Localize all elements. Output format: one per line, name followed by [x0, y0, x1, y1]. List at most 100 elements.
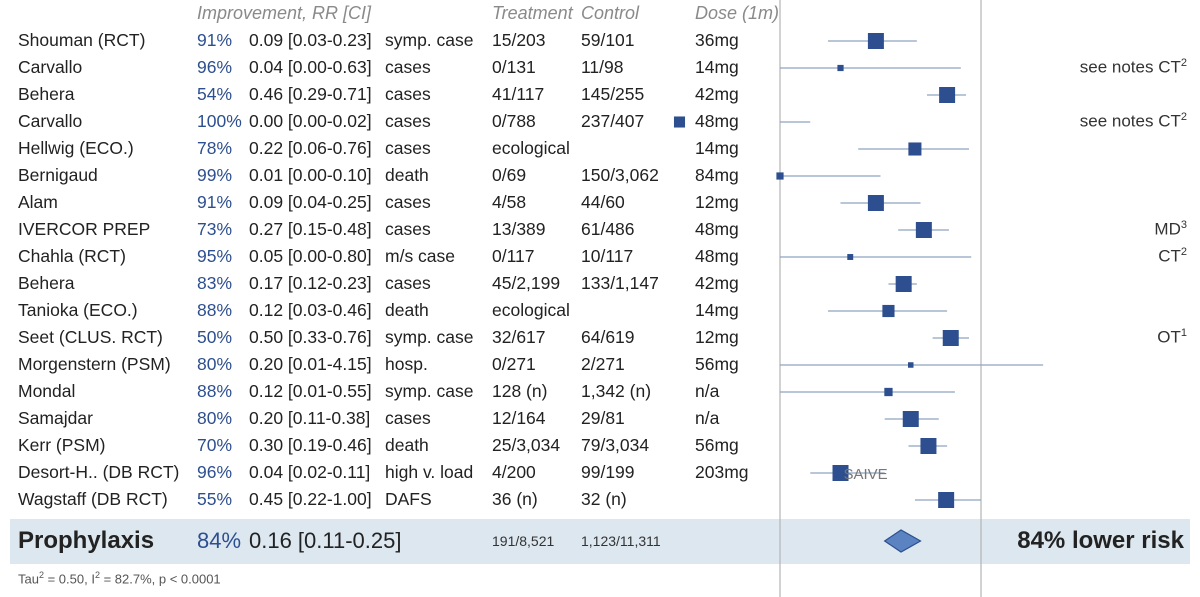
cell-treatment: 15/203 [492, 30, 546, 50]
cell-control: 133/1,147 [581, 273, 659, 293]
table-row: Kerr (PSM) 70% 0.30 [0.19-0.46] death 25/3,0… [0, 432, 780, 459]
cell-improvement: 80% [197, 408, 233, 428]
cell-rr-text: 0.09 [0.03-0.23] [249, 30, 372, 50]
cell-outcome: symp. case [385, 30, 474, 50]
cell-improvement: 88% [197, 381, 233, 401]
cell-name: Behera [18, 273, 75, 293]
cell-control: 32 (n) [581, 489, 627, 509]
cell-improvement: 91% [197, 192, 233, 212]
cell-control: 237/407 [581, 111, 645, 131]
point-estimate [938, 492, 955, 508]
cell-treatment: 0/271 [492, 354, 536, 374]
cell-treatment: 41/117 [492, 84, 545, 104]
cell-dose: 203mg [695, 462, 749, 482]
row-note: see notes CT2 [1079, 111, 1187, 131]
cell-control: 61/486 [581, 219, 635, 239]
point-estimate [867, 195, 884, 211]
cell-rr-text: 0.12 [0.03-0.46] [249, 300, 372, 320]
cell-treatment: ecological [492, 300, 570, 320]
cell-rr-text: 0.50 [0.33-0.76] [249, 327, 372, 347]
cell-control: 1,342 (n) [581, 381, 652, 401]
cell-name: Tanioka (ECO.) [18, 300, 138, 320]
cell-improvement: 78% [197, 138, 233, 158]
cell-dose: 48mg [695, 111, 739, 131]
cell-dose: 36mg [695, 30, 739, 50]
row-note: OT1 [1157, 327, 1187, 347]
cell-dose: 56mg [695, 354, 739, 374]
cell-dose: n/a [695, 408, 720, 428]
cell-name: Behera [18, 84, 75, 104]
summary-treatment: 191/8,521 [492, 533, 555, 549]
cell-name: Hellwig (ECO.) [18, 138, 134, 158]
cell-dose: 42mg [695, 273, 739, 293]
cell-control: 145/255 [581, 84, 645, 104]
cell-name: Bernigaud [18, 165, 98, 185]
header-treatment: Treatment [492, 3, 573, 23]
cell-treatment: 4/58 [492, 192, 527, 212]
summary-result: 84% lower risk [1017, 527, 1184, 554]
cell-improvement: 70% [197, 435, 233, 455]
cell-outcome: DAFS [385, 489, 432, 509]
table-row: IVERCOR PREP 73% 0.27 [0.15-0.48] cases 13/3… [0, 216, 780, 243]
cell-name: Carvallo [18, 111, 83, 131]
table-row: Mondal 88% 0.12 [0.01-0.55] symp. case 128 (… [0, 378, 780, 405]
cell-treatment: 4/200 [492, 462, 536, 482]
heterogeneity-stats: Tau2 = 0.50, I2 = 82.7%, p < 0.0001 [18, 570, 221, 587]
cell-name: Samajdar [18, 408, 93, 428]
table-row: Behera 54% 0.46 [0.29-0.71] cases 41/117 145/… [0, 81, 780, 108]
cell-improvement: 96% [197, 57, 233, 77]
cell-control: 79/3,034 [581, 435, 650, 455]
point-estimate [847, 254, 854, 260]
table-row: Carvallo 96% 0.04 [0.00-0.63] cases 0/131 11/… [0, 54, 780, 81]
cell-treatment: 13/389 [492, 219, 546, 239]
cell-outcome: cases [385, 273, 431, 293]
cell-rr-text: 0.30 [0.19-0.46] [249, 435, 372, 455]
cell-outcome: cases [385, 57, 431, 77]
table-row: Desort-H.. (DB RCT) 96% 0.04 [0.02-0.11] hi… [0, 459, 780, 486]
cell-dose: 12mg [695, 192, 739, 212]
cell-rr-text: 0.27 [0.15-0.48] [249, 219, 372, 239]
cell-outcome: cases [385, 219, 431, 239]
cell-name: Kerr (PSM) [18, 435, 106, 455]
point-estimate [776, 172, 784, 180]
row-note: see notes CT2 [1079, 57, 1187, 77]
cell-outcome: cases [385, 138, 431, 158]
cell-outcome: death [385, 300, 429, 320]
cell-dose: 48mg [695, 219, 739, 239]
cell-dose: 48mg [695, 246, 739, 266]
plot-label: SAIVE [844, 466, 888, 483]
row-note: MD3 [1154, 219, 1187, 239]
cell-control: 29/81 [581, 408, 625, 428]
cell-treatment: 0/788 [492, 111, 536, 131]
cell-improvement: 96% [197, 462, 233, 482]
cell-control: 44/60 [581, 192, 625, 212]
cell-treatment: 128 (n) [492, 381, 548, 401]
cell-control: 150/3,062 [581, 165, 659, 185]
point-estimate [895, 276, 912, 292]
cell-dose: 14mg [695, 300, 739, 320]
cell-outcome: symp. case [385, 327, 474, 347]
cell-name: Alam [18, 192, 58, 212]
point-estimate [673, 116, 686, 128]
cell-rr-text: 0.04 [0.02-0.11] [249, 462, 371, 482]
cell-improvement: 54% [197, 84, 233, 104]
point-estimate [867, 33, 884, 49]
cell-name: Desort-H.. (DB RCT) [18, 462, 180, 482]
cell-rr-text: 0.20 [0.11-0.38] [249, 408, 371, 428]
cell-improvement: 88% [197, 300, 233, 320]
summary-band [10, 519, 1190, 564]
cell-control: 2/271 [581, 354, 625, 374]
cell-dose: 84mg [695, 165, 739, 185]
cell-outcome: high v. load [385, 462, 474, 482]
summary-improvement: 84% [197, 528, 242, 553]
cell-control: 64/619 [581, 327, 635, 347]
cell-improvement: 50% [197, 327, 233, 347]
cell-control: 11/98 [581, 57, 624, 77]
cell-name: Wagstaff (DB RCT) [18, 489, 168, 509]
cell-improvement: 55% [197, 489, 233, 509]
cell-outcome: cases [385, 84, 431, 104]
cell-treatment: 0/131 [492, 57, 536, 77]
point-estimate [939, 87, 956, 103]
table-row: Behera 83% 0.17 [0.12-0.23] cases 45/2,199 13… [0, 270, 780, 297]
